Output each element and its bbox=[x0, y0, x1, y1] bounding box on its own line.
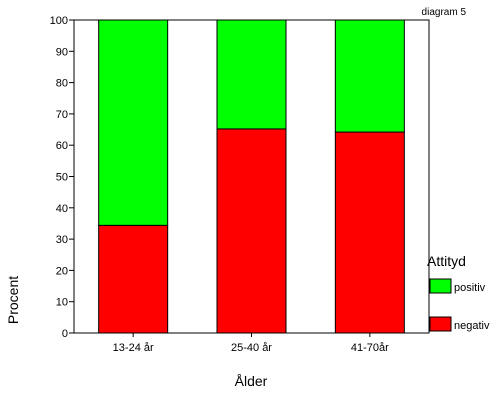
legend-label-negativ: negativ bbox=[454, 320, 490, 332]
legend-swatch-positiv bbox=[429, 278, 452, 294]
bar-negativ-1 bbox=[216, 128, 287, 334]
legend-title: Attityd bbox=[427, 253, 466, 269]
bar-negativ-0 bbox=[98, 224, 169, 334]
x-axis: 13-24 år 25-40 år 41-70år bbox=[113, 333, 389, 354]
x-tick-label: 13-24 år bbox=[113, 342, 154, 354]
y-tick-label: 40 bbox=[56, 203, 68, 215]
y-tick-label: 20 bbox=[56, 265, 68, 277]
y-axis: 0 10 20 30 40 50 60 70 80 90 100 bbox=[50, 15, 74, 340]
y-tick-label: 10 bbox=[56, 297, 68, 309]
diagram-label: diagram 5 bbox=[422, 7, 467, 18]
y-tick-label: 90 bbox=[56, 46, 68, 58]
bar-negativ-2 bbox=[334, 131, 405, 334]
y-tick-label: 100 bbox=[50, 15, 68, 27]
x-tick-label: 41-70år bbox=[351, 342, 389, 354]
legend: Attityd positiv negativ bbox=[427, 253, 490, 332]
legend-label-positiv: positiv bbox=[454, 282, 486, 294]
y-tick-label: 70 bbox=[56, 109, 68, 121]
bar-positiv-1 bbox=[216, 19, 287, 130]
y-tick-label: 60 bbox=[56, 140, 68, 152]
y-tick-label: 0 bbox=[62, 328, 68, 340]
bar-positiv-0 bbox=[98, 19, 169, 226]
y-tick-label: 80 bbox=[56, 78, 68, 90]
y-axis-title: Procent bbox=[5, 276, 21, 324]
legend-swatch-negativ bbox=[429, 316, 452, 332]
y-tick-label: 50 bbox=[56, 172, 68, 184]
y-tick-label: 30 bbox=[56, 234, 68, 246]
bars-layer bbox=[98, 19, 405, 334]
bar-positiv-2 bbox=[334, 19, 405, 133]
x-tick-label: 25-40 år bbox=[231, 342, 272, 354]
x-axis-title: Ålder bbox=[235, 373, 268, 389]
